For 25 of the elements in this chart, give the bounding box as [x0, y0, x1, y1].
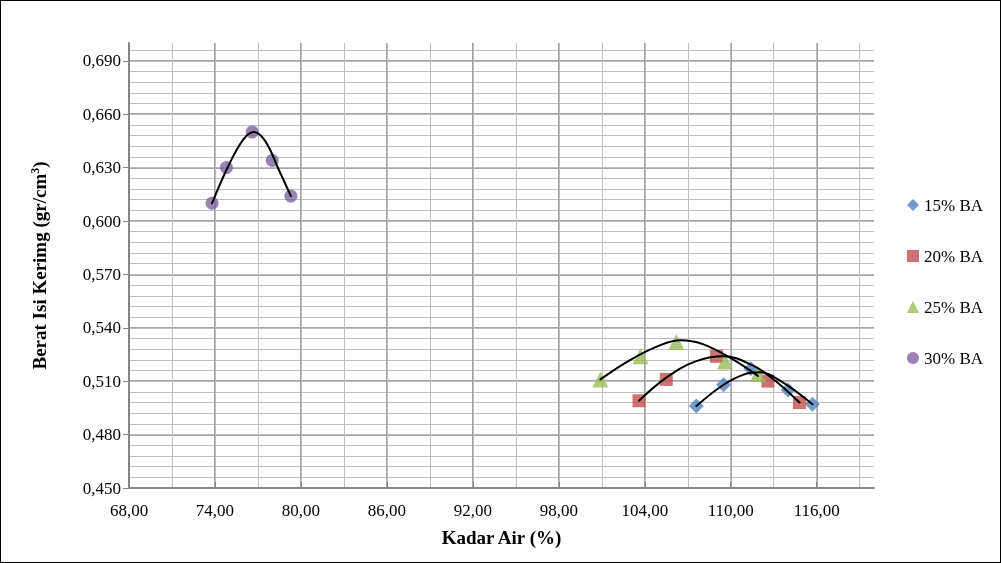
x-tick-label: 74,00 — [195, 501, 235, 520]
legend-label: 20% BA — [923, 246, 984, 266]
y-tick-label: 0,600 — [82, 211, 121, 231]
x-tick-label: 110,00 — [707, 501, 754, 520]
x-axis-title: Kadar Air (%) — [441, 527, 562, 549]
y-tick-label: 0,660 — [82, 104, 121, 124]
y-tick-label: 0,540 — [82, 318, 121, 338]
y-tick-label: 0,450 — [82, 478, 121, 498]
y-tick-label: 0,510 — [82, 371, 121, 391]
y-tick-label: 0,480 — [82, 425, 121, 445]
x-tick-label: 116,00 — [793, 501, 840, 520]
x-tick-label: 92,00 — [453, 501, 492, 520]
legend-label: 25% BA — [923, 297, 984, 317]
legend-label: 15% BA — [923, 195, 984, 215]
x-tick-label: 68,00 — [109, 501, 149, 520]
y-tick-label: 0,690 — [82, 51, 121, 71]
y-axis-title: Berat Isi Kerimg (gr/cm3) — [28, 161, 51, 370]
point — [804, 396, 820, 412]
x-tick-label: 80,00 — [281, 501, 321, 520]
x-tick-label: 86,00 — [367, 501, 407, 520]
x-tick-label: 98,00 — [539, 501, 578, 520]
x-tick-label: 104,00 — [621, 501, 669, 520]
legend-label: 30% BA — [923, 348, 984, 368]
y-tick-label: 0,630 — [82, 158, 121, 178]
y-tick-label: 0,570 — [82, 264, 121, 284]
